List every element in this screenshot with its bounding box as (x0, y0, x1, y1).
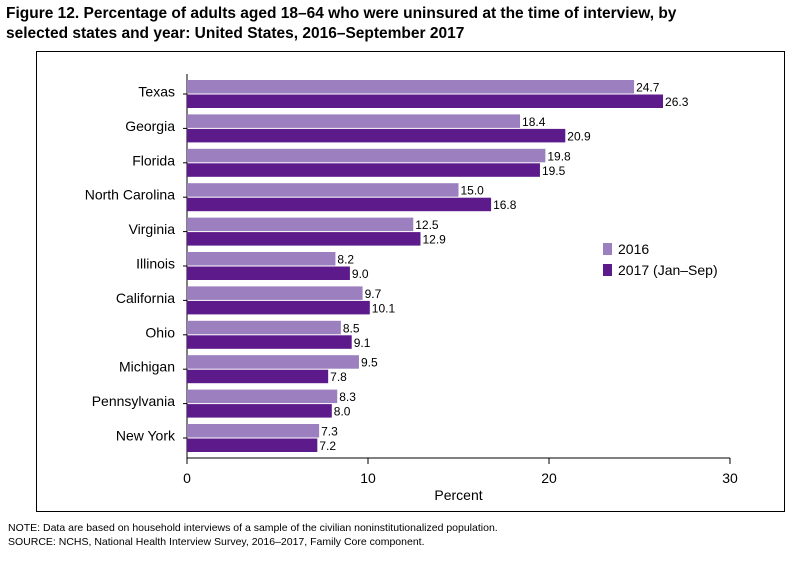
data-label: 12.9 (422, 233, 446, 247)
bar-2016 (187, 148, 546, 163)
data-label: 8.2 (337, 253, 354, 267)
category-label: Pennsylvania (92, 393, 175, 409)
bar-2017 (187, 438, 318, 452)
category-label: Michigan (119, 359, 175, 375)
legend-label: 2017 (Jan–Sep) (618, 262, 718, 278)
category-label: New York (116, 428, 176, 444)
bar-2016 (187, 183, 459, 197)
data-label: 19.8 (547, 149, 571, 163)
data-label: 10.1 (372, 301, 396, 315)
bar-2017 (187, 94, 664, 108)
bar-2016 (187, 424, 320, 438)
x-tick-label: 0 (183, 470, 191, 486)
legend-swatch (603, 264, 612, 276)
bar-2016 (187, 80, 635, 94)
x-tick-label: 10 (360, 470, 376, 486)
bar-2016 (187, 320, 341, 335)
data-label: 16.8 (493, 198, 517, 212)
category-label: North Carolina (85, 187, 175, 203)
data-label: 9.7 (365, 287, 382, 301)
bar-2016 (187, 114, 521, 128)
bar-2016 (187, 355, 359, 369)
data-label: 19.5 (542, 164, 566, 178)
x-tick-label: 20 (541, 470, 557, 486)
legend-swatch (603, 243, 612, 255)
bar-2016 (187, 389, 338, 404)
note-text: NOTE: Data are based on household interv… (8, 522, 498, 534)
data-label: 8.5 (343, 321, 360, 335)
title-line-1: Figure 12. Percentage of adults aged 18–… (6, 5, 677, 22)
bar-2017 (187, 335, 352, 349)
data-label: 7.2 (319, 439, 336, 453)
x-tick-label: 30 (722, 470, 738, 486)
data-label: 9.0 (352, 267, 369, 281)
category-label: Ohio (145, 324, 175, 340)
legend-label: 2016 (618, 241, 649, 257)
category-label: Virginia (129, 221, 176, 237)
data-label: 9.5 (361, 356, 378, 370)
data-label: 20.9 (567, 129, 591, 143)
data-label: 8.0 (334, 405, 351, 419)
data-label: 12.5 (415, 218, 439, 232)
chart-frame (36, 51, 785, 512)
bar-2017 (187, 128, 566, 143)
data-label: 15.0 (461, 184, 485, 198)
x-axis-label: Percent (434, 487, 482, 503)
data-label: 7.3 (321, 425, 338, 439)
bar-2017 (187, 197, 492, 212)
bar-2017 (187, 266, 350, 280)
category-label: Florida (132, 152, 175, 168)
bar-2017 (187, 232, 421, 246)
data-label: 7.8 (330, 370, 347, 384)
bar-2016 (187, 217, 414, 232)
bar-2017 (187, 404, 332, 418)
bar-2016 (187, 252, 336, 266)
data-label: 26.3 (665, 95, 689, 109)
figure-title: Figure 12. Percentage of adults aged 18–… (6, 4, 786, 44)
bar-2017 (187, 369, 329, 384)
source-text: SOURCE: NCHS, National Health Interview … (8, 536, 425, 548)
bar-2016 (187, 286, 363, 300)
data-label: 24.7 (636, 81, 660, 95)
footnotes: NOTE: Data are based on household interv… (8, 521, 498, 549)
data-label: 18.4 (522, 115, 546, 129)
bar-2017 (187, 300, 370, 315)
category-label: Illinois (136, 256, 175, 272)
data-label: 8.3 (339, 390, 356, 404)
bar-2017 (187, 163, 540, 177)
category-label: California (116, 290, 175, 306)
title-line-2: selected states and year: United States,… (6, 25, 465, 42)
category-label: Texas (138, 84, 175, 100)
data-label: 9.1 (354, 336, 371, 350)
category-label: Georgia (125, 118, 175, 134)
